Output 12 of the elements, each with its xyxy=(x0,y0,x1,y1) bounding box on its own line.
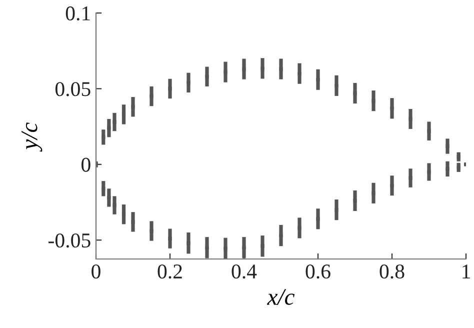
x-tick-label: 0 xyxy=(92,264,100,279)
x-tick-label: 1 xyxy=(462,264,470,278)
x-tick-label: 0.4 xyxy=(232,264,257,279)
y-tick-label: 0.1 xyxy=(66,6,90,21)
y-tick-label: 0.05 xyxy=(55,82,90,96)
y-tick-label: -0.05 xyxy=(48,233,90,248)
x-tick-label: 0.2 xyxy=(158,264,182,279)
x-axis-title: x/c xyxy=(266,289,295,305)
y-axis-title: y/c xyxy=(22,122,42,152)
x-tick-label: 0.6 xyxy=(306,264,330,279)
x-tick-label: 0.8 xyxy=(380,264,404,279)
y-tick-label: 0 xyxy=(82,158,90,172)
